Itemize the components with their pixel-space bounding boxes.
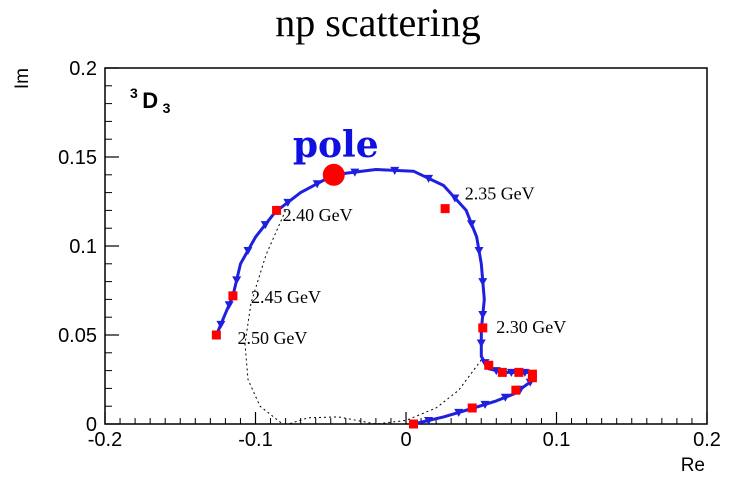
plot-frame xyxy=(104,67,708,425)
triangle-marker xyxy=(216,320,226,329)
x-tick-label: 0 xyxy=(400,429,411,451)
energy-marker xyxy=(497,367,507,377)
triangle-marker xyxy=(224,301,234,310)
y-tick-label: 0.2 xyxy=(69,58,97,80)
triangle-marker xyxy=(424,174,434,183)
triangle-marker xyxy=(466,220,476,229)
partial-wave-sup: 3 xyxy=(130,85,138,101)
triangle-marker xyxy=(478,278,488,287)
energy-marker xyxy=(467,403,477,413)
energy-marker xyxy=(409,419,419,429)
energy-annotation: 2.45 GeV xyxy=(251,287,321,307)
triangle-marker xyxy=(232,276,242,285)
partial-wave-sub: 3 xyxy=(163,100,171,116)
triangle-marker xyxy=(312,180,322,189)
triangle-marker xyxy=(243,246,253,255)
y-axis-label: Im xyxy=(12,68,33,89)
y-tick-label: 0.1 xyxy=(69,236,97,258)
energy-annotation: 2.35 GeV xyxy=(465,184,535,204)
y-tick-label: 0.05 xyxy=(58,325,97,347)
triangle-marker xyxy=(454,408,464,417)
energy-marker xyxy=(511,385,521,395)
energy-marker xyxy=(527,369,537,379)
energy-annotation: 2.50 GeV xyxy=(237,328,307,348)
energy-marker xyxy=(478,323,488,333)
energy-marker xyxy=(272,205,282,215)
chart-title: np scattering xyxy=(275,0,481,45)
triangle-marker xyxy=(478,311,488,320)
y-tick-label: 0.15 xyxy=(58,147,97,169)
energy-marker xyxy=(211,330,221,340)
x-tick-label: 0.2 xyxy=(693,429,721,451)
triangle-marker xyxy=(474,246,484,255)
triangle-marker xyxy=(450,194,460,203)
dashed-curve xyxy=(244,210,287,425)
pole-label: pole xyxy=(293,124,379,166)
energy-marker xyxy=(484,360,494,370)
triangle-marker xyxy=(476,339,486,348)
triangle-marker xyxy=(283,198,293,207)
triangle-marker xyxy=(260,221,270,230)
dashed-series xyxy=(244,210,482,425)
triangle-marker xyxy=(480,400,490,409)
triangle-marker xyxy=(350,168,360,177)
energy-marker xyxy=(514,367,524,377)
triangle-marker xyxy=(500,393,510,402)
x-tick-label: 0.1 xyxy=(543,429,571,451)
energy-annotations: 2.30 GeV 2.35 GeV 2.40 GeV 2.45 GeV 2.50 GeV xyxy=(237,184,566,348)
pole-marker xyxy=(322,163,345,186)
axis-tick-labels: -0.2 -0.1 0 0.1 0.2 0 0.05 0.1 0.15 0.2 xyxy=(58,58,721,451)
triangle-markers xyxy=(216,166,537,425)
triangle-marker xyxy=(390,166,400,175)
partial-wave-label: 3 D 3 xyxy=(130,85,171,116)
axis-ticks xyxy=(104,67,708,425)
energy-marker xyxy=(440,204,450,214)
triangle-marker xyxy=(424,416,434,425)
x-axis-label: Re xyxy=(681,455,705,476)
partial-wave-main: D xyxy=(142,88,158,113)
energy-marker xyxy=(228,291,238,301)
y-tick-label: 0 xyxy=(86,414,97,436)
energy-annotation: 2.30 GeV xyxy=(496,317,566,337)
energy-markers xyxy=(211,204,537,429)
x-tick-label: -0.1 xyxy=(238,429,272,451)
triangle-marker xyxy=(506,368,516,377)
x-tick-label: -0.2 xyxy=(88,429,122,451)
energy-annotation: 2.40 GeV xyxy=(283,205,353,225)
